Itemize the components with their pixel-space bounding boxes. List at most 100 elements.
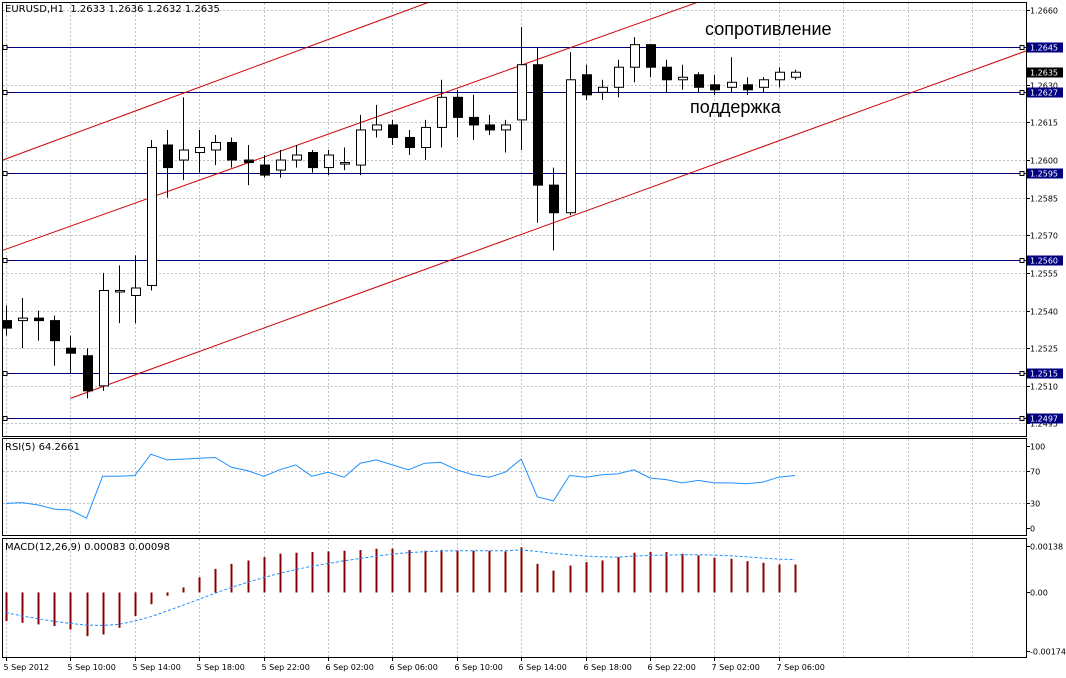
channel-trend-line (3, 3, 697, 251)
candle-bullish (501, 124, 511, 131)
level-price-label: 1.2595 (1030, 170, 1058, 179)
level-handle-right (1019, 416, 1025, 421)
candle-bearish (50, 320, 60, 342)
candle-bearish (743, 84, 753, 91)
candle-bullish (517, 64, 527, 121)
candle-bearish (710, 84, 720, 91)
level-price-box (1027, 255, 1063, 266)
candle-bullish (324, 154, 334, 169)
candle-bullish (356, 129, 366, 166)
level-handle-right (1019, 90, 1025, 95)
candle-bearish (694, 74, 704, 88)
candle-bullish (630, 44, 640, 68)
candle-bullish (276, 159, 286, 171)
candle-bearish (83, 355, 93, 392)
candle-bearish (66, 347, 76, 354)
candle-bearish (549, 184, 559, 214)
candle-bullish (292, 154, 302, 161)
time-tick-label: 6 Sep 22:00 (648, 663, 696, 672)
price-tick-label: 1.2540 (1030, 308, 1058, 317)
current-price-box (1027, 67, 1063, 78)
macd-tick-label: -0.00174 (1030, 648, 1066, 657)
candle-bearish (453, 96, 463, 118)
level-handle-left (2, 371, 8, 376)
rsi-tick-label: 70 (1030, 468, 1040, 477)
candle-bearish (3, 320, 12, 329)
level-handle-right (1019, 258, 1025, 263)
main-panel-frame (2, 2, 1027, 437)
level-handle-right (1019, 371, 1025, 376)
macd-tick-label: 0.00138 (1030, 543, 1063, 552)
candle-bearish (260, 164, 270, 176)
candle-bullish (678, 76, 688, 81)
time-tick-label: 5 Sep 22:00 (262, 663, 310, 672)
candle-bullish (115, 289, 125, 293)
time-tick-label: 7 Sep 02:00 (712, 663, 760, 672)
time-tick-label: 6 Sep 06:00 (390, 663, 438, 672)
candle-bearish (582, 74, 592, 96)
candle-bullish (759, 79, 769, 88)
level-price-box (1027, 87, 1063, 98)
candle-bearish (388, 124, 398, 138)
candle-bullish (99, 289, 109, 387)
macd-panel-frame (2, 538, 1027, 658)
candle-bearish (646, 44, 656, 68)
level-handle-left (2, 258, 8, 263)
candle-bullish (340, 162, 350, 165)
level-handle-left (2, 171, 8, 176)
macd-title: MACD(12,26,9) 0.00083 0.00098 (5, 542, 171, 553)
level-handle-left (2, 45, 8, 50)
level-price-label: 1.2627 (1030, 89, 1058, 98)
candle-bearish (244, 159, 254, 164)
price-tick-label: 1.2630 (1030, 82, 1058, 91)
rsi-tick-label: 100 (1030, 443, 1045, 452)
candle-bearish (662, 66, 672, 81)
level-price-label: 1.2560 (1030, 257, 1058, 266)
candle-bullish (614, 66, 624, 88)
level-price-box (1027, 168, 1063, 179)
level-price-label: 1.2645 (1030, 44, 1058, 53)
candle-bullish (147, 147, 157, 286)
candle-bullish (195, 147, 205, 154)
candle-bearish (469, 116, 479, 126)
price-tick-label: 1.2570 (1030, 232, 1058, 241)
price-tick-label: 1.2600 (1030, 157, 1058, 166)
time-tick-label: 7 Sep 06:00 (777, 663, 825, 672)
rsi-line (5, 453, 795, 519)
time-tick-label: 6 Sep 02:00 (326, 663, 374, 672)
candle-bullish (566, 79, 576, 214)
time-tick-label: 5 Sep 2012 (4, 663, 50, 672)
level-handle-left (2, 416, 8, 421)
time-tick-label: 5 Sep 10:00 (68, 663, 116, 672)
rsi-tick-label: 30 (1030, 500, 1040, 509)
candle-bullish (775, 71, 785, 81)
main-plot-area (3, 3, 1026, 399)
level-price-box (1027, 413, 1063, 424)
main-chart-title: EURUSD,H1 1.2633 1.2636 1.2632 1.2635 (5, 4, 220, 15)
rsi-tick-label: 0 (1030, 525, 1035, 534)
level-handle-left (2, 90, 8, 95)
level-handle-right (1019, 171, 1025, 176)
candle-bearish (485, 124, 495, 131)
time-tick-label: 6 Sep 14:00 (519, 663, 567, 672)
current-price-label: 1.2635 (1030, 69, 1058, 78)
time-tick-label: 5 Sep 18:00 (197, 663, 245, 672)
price-tick-label: 1.2585 (1030, 195, 1058, 204)
candle-bullish (791, 71, 801, 78)
level-price-label: 1.2497 (1030, 415, 1058, 424)
time-tick-label: 6 Sep 18:00 (584, 663, 632, 672)
candle-bearish (308, 152, 318, 169)
candle-bearish (227, 141, 237, 161)
time-tick-label: 6 Sep 10:00 (455, 663, 503, 672)
candle-bearish (163, 144, 173, 169)
level-handle-right (1019, 45, 1025, 50)
rsi-panel-frame (2, 438, 1027, 536)
level-price-label: 1.2515 (1030, 370, 1058, 379)
price-tick-label: 1.2495 (1030, 420, 1058, 429)
candle-bearish (405, 136, 415, 149)
candle-bullish (437, 96, 447, 128)
macd-tick-label: 0.00 (1030, 589, 1048, 598)
candle-bearish (533, 64, 543, 186)
rsi-title: RSI(5) 64.2661 (5, 442, 80, 453)
